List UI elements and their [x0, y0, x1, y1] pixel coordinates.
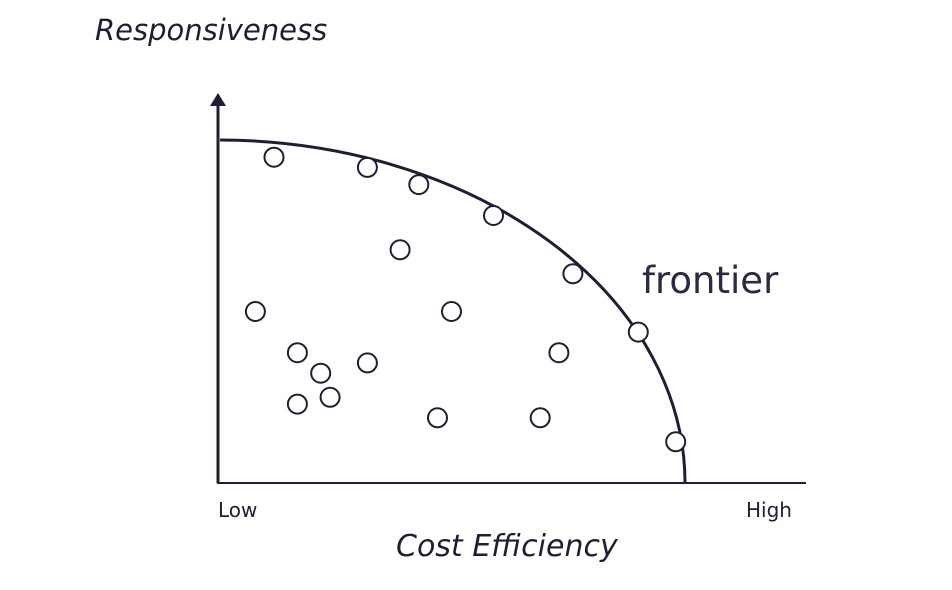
data-point-10	[286, 342, 308, 364]
x-axis-title: Cost Efficiency	[396, 529, 618, 564]
data-point-7	[244, 301, 266, 322]
data-point-9	[627, 321, 649, 343]
data-point-12	[356, 352, 378, 374]
y-axis-arrow-icon	[210, 93, 226, 106]
data-point-16	[427, 407, 448, 429]
data-point-8	[441, 301, 462, 322]
data-point-14	[319, 386, 341, 408]
frontier-curve	[219, 138, 687, 484]
data-point-2	[356, 156, 378, 178]
points-group	[244, 146, 687, 453]
x-tick-low: Low	[218, 498, 258, 522]
frontier-label: frontier	[642, 259, 779, 302]
data-point-17	[529, 407, 551, 429]
axes	[210, 93, 806, 484]
data-point-5	[389, 239, 411, 261]
data-point-13	[310, 362, 332, 384]
data-point-11	[548, 342, 570, 364]
data-point-15	[286, 393, 308, 415]
data-point-3	[408, 174, 430, 196]
data-point-4	[483, 205, 504, 226]
y-axis-title: Responsiveness	[95, 13, 328, 47]
data-point-6	[562, 263, 584, 285]
data-point-18	[665, 431, 687, 453]
x-tick-high: High	[746, 498, 792, 522]
data-point-1	[263, 146, 285, 168]
